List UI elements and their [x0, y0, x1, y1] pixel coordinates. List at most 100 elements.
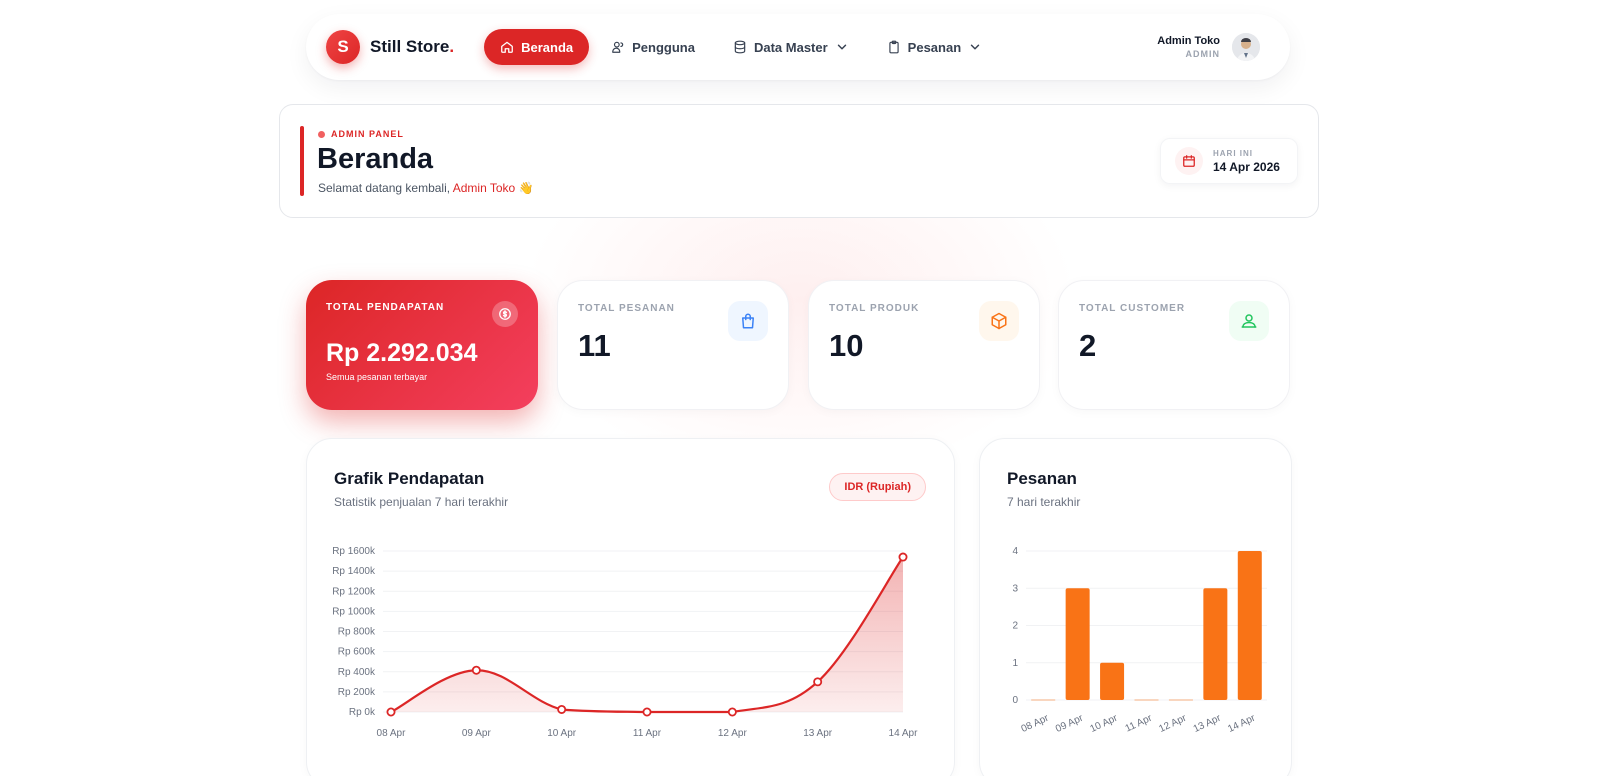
revenue-area: [391, 557, 903, 712]
y-tick-label: 1: [1012, 658, 1018, 669]
nav-item-pengguna[interactable]: Pengguna: [595, 29, 711, 65]
top-navbar: S Still Store. Beranda Pengguna Data Mas…: [306, 14, 1290, 80]
user-avatar-icon: [1232, 33, 1260, 61]
stat-card-produk: TOTAL PRODUK 10: [808, 280, 1040, 410]
header-accent-bar: [300, 126, 304, 196]
stat-sub: Semua pesanan terbayar: [326, 372, 428, 382]
bar: [1065, 588, 1090, 700]
bar: [1237, 551, 1262, 700]
y-tick-label: 2: [1012, 621, 1018, 632]
stat-value: 2: [1079, 328, 1097, 363]
y-tick-label: Rp 800k: [338, 627, 376, 638]
data-point: [642, 707, 652, 717]
x-tick-label: 14 Apr: [889, 728, 919, 739]
chevron-down-icon: [970, 44, 980, 50]
wave-emoji: 👋: [518, 181, 534, 195]
nav-item-label: Data Master: [753, 39, 828, 55]
clipboard-icon: [889, 40, 899, 54]
main-nav: Beranda Pengguna Data Master Pesanan: [484, 29, 998, 65]
data-point: [727, 707, 737, 717]
y-tick-label: Rp 0k: [349, 707, 376, 718]
x-tick-label: 12 Apr: [1157, 712, 1188, 734]
brand[interactable]: S Still Store.: [326, 30, 454, 64]
date-label: HARI INI: [1213, 148, 1253, 158]
welcome-prefix: Selamat datang kembali,: [318, 181, 451, 195]
x-tick-label: 09 Apr: [462, 728, 492, 739]
y-tick-label: Rp 200k: [338, 687, 376, 698]
nav-item-label: Beranda: [521, 39, 574, 55]
orders-chart-card: Pesanan 7 hari terakhir 0 1 2 3 4 08 Apr 09 Ap…: [979, 438, 1292, 776]
stat-value: 10: [829, 328, 864, 363]
y-tick-label: Rp 1200k: [332, 586, 376, 597]
bar: [1100, 662, 1125, 700]
x-tick-label: 11 Apr: [633, 728, 662, 739]
stat-value: 11: [578, 328, 611, 363]
user-info: Admin Toko ADMIN: [1157, 35, 1220, 59]
shopping-bag-icon: [728, 301, 768, 341]
data-point: [471, 665, 481, 675]
date-value: 14 Apr 2026: [1213, 159, 1280, 174]
x-tick-label: 08 Apr: [377, 728, 407, 739]
brand-logo: S: [326, 30, 360, 64]
data-point: [898, 552, 908, 562]
user-role: ADMIN: [1185, 49, 1220, 59]
panel-label: ADMIN PANEL: [318, 129, 404, 139]
stat-card-pendapatan: TOTAL PENDAPATAN Rp 2.292.034 Semua pesa…: [306, 280, 538, 410]
data-point: [557, 704, 567, 714]
data-point: [813, 677, 823, 687]
x-tick-label: 10 Apr: [547, 728, 577, 739]
chart-subtitle: Statistik penjualan 7 hari terakhir: [334, 495, 509, 509]
nav-item-label: Pengguna: [632, 39, 695, 55]
welcome-name: Admin Toko: [452, 181, 516, 195]
page-title: Beranda: [317, 143, 434, 175]
x-tick-label: 13 Apr: [803, 728, 833, 739]
y-tick-label: 0: [1012, 695, 1018, 706]
y-tick-label: Rp 1000k: [332, 606, 376, 617]
nav-item-data-master[interactable]: Data Master: [717, 29, 865, 65]
nav-item-pesanan[interactable]: Pesanan: [871, 29, 998, 65]
page-header: ADMIN PANEL Beranda Selamat datang kemba…: [279, 104, 1319, 218]
calendar-icon: [1175, 147, 1203, 175]
database-icon: [734, 40, 746, 54]
stat-label: TOTAL PENDAPATAN: [326, 302, 445, 313]
nav-item-beranda[interactable]: Beranda: [484, 29, 590, 65]
user-menu[interactable]: Admin Toko ADMIN: [1157, 33, 1260, 61]
chart-subtitle: 7 hari terakhir: [1007, 495, 1081, 509]
box-icon: [979, 301, 1019, 341]
welcome-text: Selamat datang kembali, Admin Toko 👋: [318, 181, 534, 195]
user-name: Admin Toko: [1157, 35, 1220, 47]
today-date-box: HARI INI 14 Apr 2026: [1160, 138, 1298, 184]
chart-title: Grafik Pendapatan: [334, 469, 485, 488]
user-icon: [1229, 301, 1269, 341]
stat-label: TOTAL PESANAN: [578, 303, 675, 314]
panel-dot: [318, 130, 325, 138]
x-tick-label: 11 Apr: [1124, 712, 1155, 734]
users-icon: [612, 41, 624, 53]
x-tick-label: 10 Apr: [1088, 712, 1119, 734]
chart-title: Pesanan: [1007, 469, 1077, 488]
stat-value: Rp 2.292.034: [326, 339, 478, 367]
currency-badge: IDR (Rupiah): [829, 473, 926, 501]
home-icon: [501, 41, 513, 53]
y-tick-label: Rp 600k: [338, 647, 376, 658]
y-tick-label: Rp 1600k: [332, 546, 376, 557]
nav-item-label: Pesanan: [907, 39, 962, 55]
y-tick-label: 3: [1012, 583, 1018, 594]
x-tick-label: 12 Apr: [718, 728, 748, 739]
orders-chart: 0 1 2 3 4 08 Apr 09 Apr 10 Apr 11 Apr 12 Apr 13 Ap…: [1012, 546, 1267, 735]
avatar[interactable]: [1232, 33, 1260, 61]
x-tick-label: 09 Apr: [1054, 712, 1085, 734]
revenue-chart: Rp 0k Rp 200k Rp 400k Rp 600k Rp 800k Rp 1000…: [332, 546, 919, 739]
x-tick-label: 08 Apr: [1020, 712, 1051, 734]
y-tick-label: 4: [1012, 546, 1018, 557]
dollar-icon: [492, 301, 518, 327]
x-tick-label: 14 Apr: [1226, 712, 1257, 734]
y-tick-label: Rp 1400k: [332, 566, 376, 577]
panel-label-text: ADMIN PANEL: [331, 129, 404, 139]
y-tick-label: Rp 400k: [338, 667, 376, 678]
data-point: [386, 707, 396, 717]
brand-dot: .: [449, 37, 455, 56]
chevron-down-icon: [837, 44, 846, 50]
revenue-chart-card: Grafik Pendapatan Statistik penjualan 7 …: [306, 438, 955, 776]
x-tick-label: 13 Apr: [1192, 712, 1223, 734]
